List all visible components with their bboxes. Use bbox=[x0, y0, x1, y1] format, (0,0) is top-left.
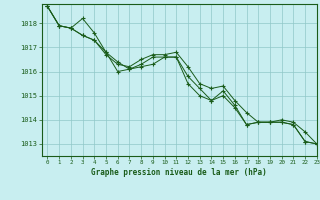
X-axis label: Graphe pression niveau de la mer (hPa): Graphe pression niveau de la mer (hPa) bbox=[91, 168, 267, 177]
